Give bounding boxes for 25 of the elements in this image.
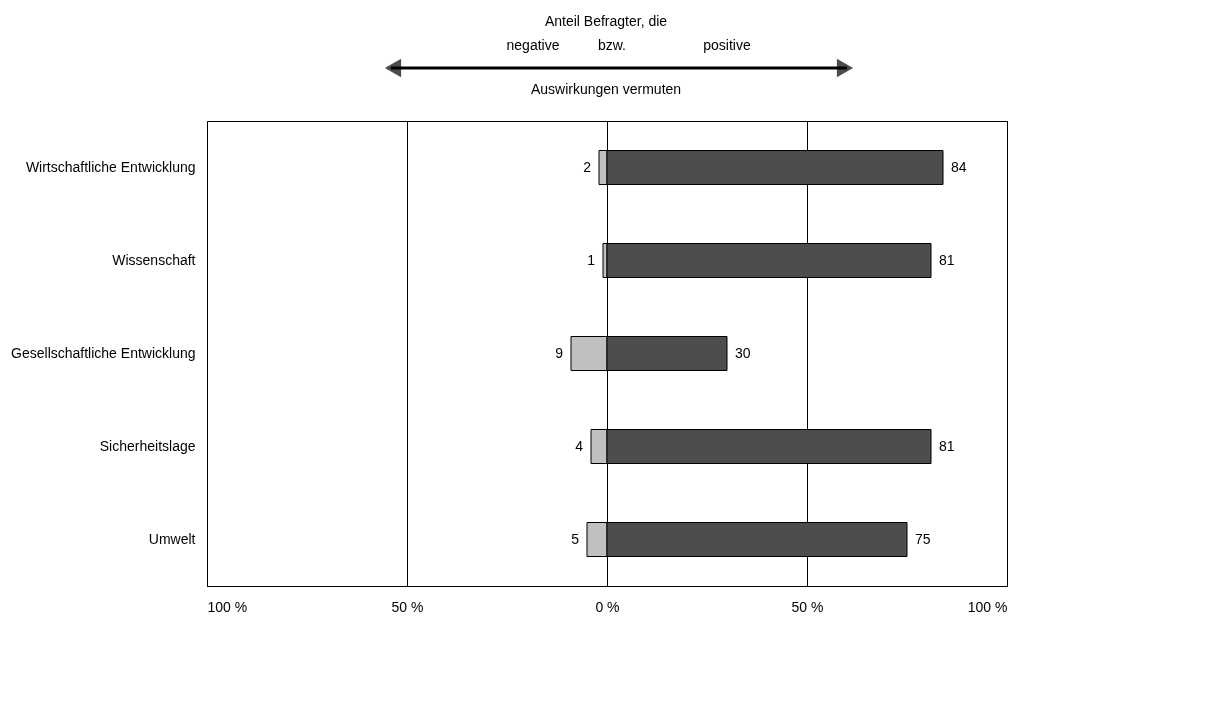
data-label: 84	[951, 158, 967, 175]
data-label: 5	[571, 530, 580, 547]
text: positive	[703, 37, 751, 53]
data-label: 81	[939, 437, 955, 454]
y-tick-label: Sicherheitslage	[99, 437, 196, 454]
data-label: 81	[939, 251, 955, 268]
x-tick-label: 50 %	[391, 598, 424, 615]
x-tick-label: 50 %	[791, 598, 824, 615]
text: Anteil Befragter, die	[544, 13, 668, 29]
y-tick-label: Gesellschaftliche Entwicklung	[11, 344, 196, 361]
text: bzw.	[597, 37, 627, 53]
data-label: 75	[915, 530, 931, 547]
text: negative	[506, 37, 560, 53]
data-label: 9	[555, 344, 564, 361]
data-label: 2	[583, 158, 592, 175]
data-label: 4	[575, 437, 584, 454]
x-tick-label: 100 %	[967, 598, 1008, 615]
x-tick-label: 100 %	[207, 598, 248, 615]
y-tick-label: Umwelt	[148, 530, 196, 547]
data-label: 1	[587, 251, 596, 268]
text: Auswirkungen vermuten	[530, 81, 682, 97]
y-tick-label: Wirtschaftliche Entwicklung	[25, 158, 196, 175]
x-tick-label: 0 %	[595, 598, 620, 615]
data-label: 30	[735, 344, 751, 361]
y-tick-label: Wissenschaft	[112, 251, 196, 268]
